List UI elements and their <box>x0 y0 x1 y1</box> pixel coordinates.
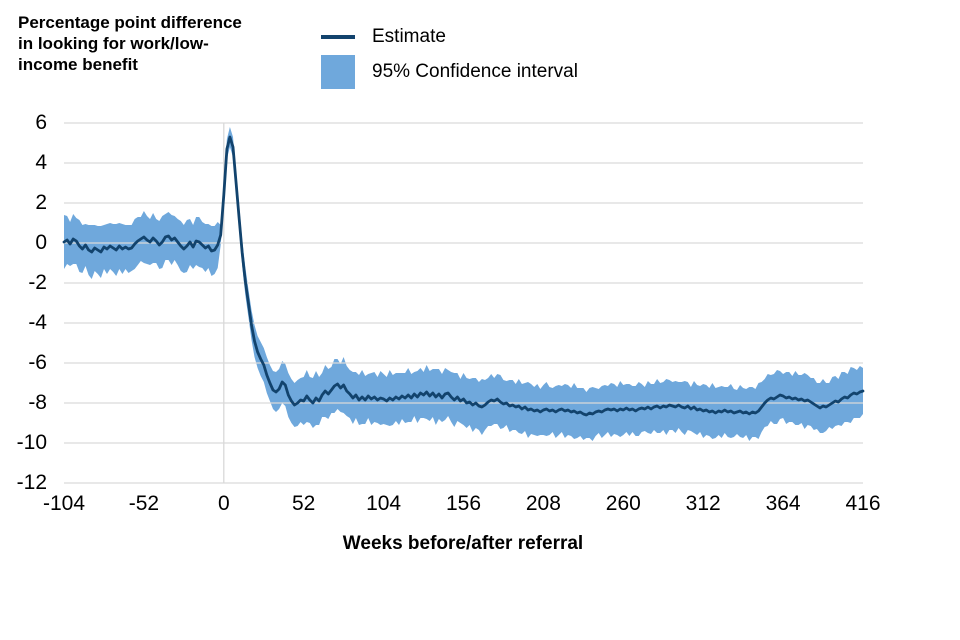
legend-item-confidence-interval: 95% Confidence interval <box>321 55 578 89</box>
x-tick-label: 260 <box>605 492 641 515</box>
legend-label-estimate: Estimate <box>372 26 446 47</box>
y-tick-label: 4 <box>35 151 47 174</box>
x-tick-label: 208 <box>525 492 561 515</box>
legend-item-estimate: Estimate <box>321 26 578 48</box>
chart-title: Percentage point difference in looking f… <box>18 13 242 74</box>
y-tick-label: 2 <box>35 191 47 214</box>
x-tick-label: 156 <box>445 492 482 515</box>
x-axis-title: Weeks before/after referral <box>342 533 584 554</box>
x-tick-label: 312 <box>685 492 721 515</box>
y-tick-label: -6 <box>28 351 47 374</box>
y-tick-label: -4 <box>28 311 47 334</box>
x-tick-label: 364 <box>765 492 801 515</box>
y-tick-label: 0 <box>35 231 47 254</box>
x-tick-label: -52 <box>128 492 160 515</box>
y-tick-label: -10 <box>16 431 47 454</box>
estimate-line <box>62 135 865 417</box>
confidence-band <box>64 127 863 441</box>
y-tick-label: -8 <box>28 391 47 414</box>
estimate-line-swatch <box>321 35 355 39</box>
y-tick-label: 6 <box>35 111 47 134</box>
horizontal-gridlines <box>64 122 863 484</box>
y-tick-label: -2 <box>28 271 47 294</box>
x-tick-label: 52 <box>292 492 316 515</box>
legend-label-confidence-interval: 95% Confidence interval <box>372 61 578 82</box>
x-tick-label: 0 <box>217 492 230 515</box>
legend: Estimate 95% Confidence interval <box>321 26 578 89</box>
confidence-interval-swatch <box>321 55 355 89</box>
x-tick-label: -104 <box>42 492 86 515</box>
x-tick-label: 416 <box>845 492 881 515</box>
x-tick-label: 104 <box>366 492 402 515</box>
y-tick-label: -12 <box>16 471 47 494</box>
